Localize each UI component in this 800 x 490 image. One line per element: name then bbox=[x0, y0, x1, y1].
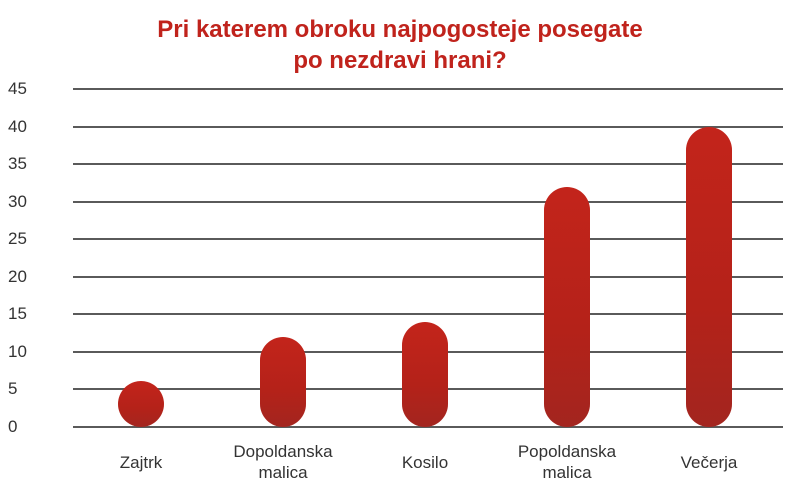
gridline bbox=[73, 426, 783, 428]
y-tick-label: 0 bbox=[8, 417, 18, 436]
x-category-label: Popoldanska malica bbox=[497, 441, 637, 483]
y-tick-label: 25 bbox=[8, 229, 27, 249]
chart-title-line-2: po nezdravi hrani? bbox=[293, 47, 507, 74]
x-category-label: Večerja bbox=[639, 452, 779, 473]
gridline bbox=[73, 200, 783, 203]
x-category-label: Dopoldanska malica bbox=[213, 441, 353, 483]
y-tick-label: 35 bbox=[8, 154, 27, 174]
x-category-label-line: Dopoldanska bbox=[233, 442, 333, 461]
y-tick-label: 20 bbox=[8, 266, 27, 286]
x-category-label-line: malica bbox=[258, 463, 308, 482]
bar bbox=[686, 126, 732, 427]
gridline bbox=[73, 275, 783, 278]
y-tick-label: 5 bbox=[8, 379, 18, 399]
bar bbox=[544, 186, 590, 427]
y-tick-label: 40 bbox=[8, 116, 27, 136]
gridline bbox=[73, 88, 783, 90]
x-category-label-line: Kosilo bbox=[401, 453, 449, 472]
bar bbox=[260, 336, 306, 427]
x-category-label-line: malica bbox=[542, 463, 592, 482]
gridline bbox=[73, 238, 783, 241]
gridline bbox=[73, 163, 783, 166]
x-category-label-line: Zajtrk bbox=[119, 453, 163, 472]
x-category-label: Zajtrk bbox=[71, 452, 211, 473]
chart-title: Pri katerem obroku najpogosteje posegate… bbox=[0, 14, 800, 76]
x-category-label-line: Večerja bbox=[680, 453, 738, 472]
x-category-label: Kosilo bbox=[355, 452, 495, 473]
bar bbox=[118, 381, 164, 427]
gridline bbox=[73, 125, 783, 128]
y-tick-label: 15 bbox=[8, 304, 27, 324]
y-tick-label: 10 bbox=[8, 341, 27, 361]
chart-title-line-1: Pri katerem obroku najpogosteje posegate bbox=[157, 16, 643, 43]
gridline bbox=[73, 313, 783, 316]
y-tick-label: 45 bbox=[8, 79, 27, 98]
x-category-label-line: Popoldanska bbox=[517, 442, 617, 461]
y-tick-label: 30 bbox=[8, 191, 27, 211]
bar bbox=[402, 321, 448, 427]
